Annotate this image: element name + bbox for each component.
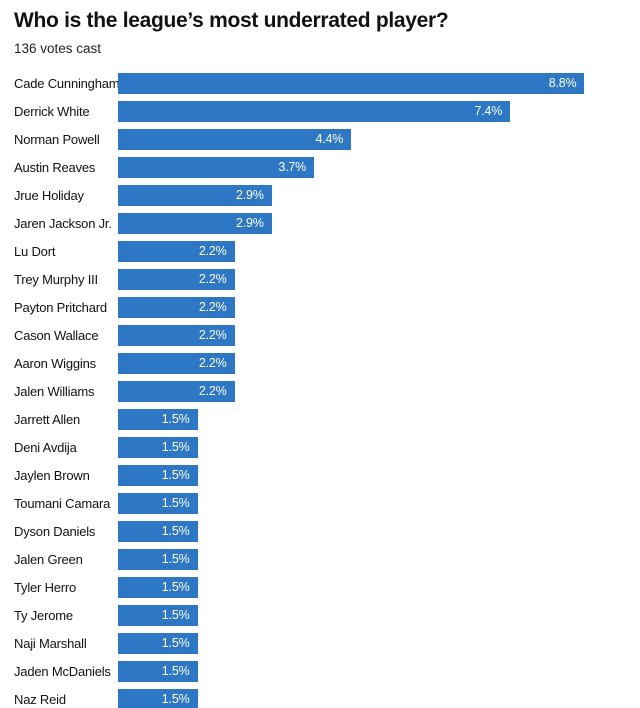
player-name-label: Tyler Herro xyxy=(14,579,77,595)
bar-value-label: 2.2% xyxy=(198,356,227,371)
bar: 1.5% xyxy=(118,436,198,458)
bar-value-label: 1.5% xyxy=(161,440,190,455)
chart-row: Jrue Holiday 2.9% xyxy=(0,181,640,209)
chart-title: Who is the league’s most underrated play… xyxy=(14,9,449,32)
bar-value-label: 8.8% xyxy=(548,76,577,91)
player-name-label: Trey Murphy III xyxy=(14,271,98,287)
bar-value-label: 2.9% xyxy=(235,188,264,203)
chart-header: Who is the league’s most underrated play… xyxy=(0,0,640,56)
player-name-label: Toumani Camara xyxy=(14,495,111,511)
player-name-label: Payton Pritchard xyxy=(14,299,107,315)
player-name-label: Derrick White xyxy=(14,103,90,119)
bar: 1.5% xyxy=(118,688,198,708)
bar: 2.9% xyxy=(118,212,272,234)
chart-row: Tyler Herro 1.5% xyxy=(0,573,640,601)
bar-value-label: 1.5% xyxy=(161,636,190,651)
bar: 4.4% xyxy=(118,128,352,150)
bar: 1.5% xyxy=(118,632,198,654)
bar: 8.8% xyxy=(118,72,585,94)
chart-row: Cade Cunningham 8.8% xyxy=(0,69,640,97)
chart-row: Naz Reid 1.5% xyxy=(0,685,640,708)
player-name-label: Lu Dort xyxy=(14,243,56,259)
chart-row: Derrick White 7.4% xyxy=(0,97,640,125)
bar-value-label: 1.5% xyxy=(161,412,190,427)
player-name-label: Jaylen Brown xyxy=(14,467,90,483)
chart-row: Toumani Camara 1.5% xyxy=(0,489,640,517)
bar-chart: Cade Cunningham 8.8% Derrick White 7.4% Norm… xyxy=(0,69,640,708)
player-name-label: Jalen Green xyxy=(14,551,83,567)
player-name-label: Naji Marshall xyxy=(14,635,87,651)
player-name-label: Norman Powell xyxy=(14,131,100,147)
bar-value-label: 1.5% xyxy=(161,524,190,539)
player-name-label: Jrue Holiday xyxy=(14,187,84,203)
chart-row: Jarrett Allen 1.5% xyxy=(0,405,640,433)
bar-value-label: 2.2% xyxy=(198,300,227,315)
bar-value-label: 3.7% xyxy=(278,160,307,175)
player-name-label: Jaren Jackson Jr. xyxy=(14,215,112,231)
chart-row: Norman Powell 4.4% xyxy=(0,125,640,153)
bar-value-label: 1.5% xyxy=(161,664,190,679)
bar: 1.5% xyxy=(118,548,198,570)
bar-value-label: 1.5% xyxy=(161,692,190,707)
chart-row: Trey Murphy III 2.2% xyxy=(0,265,640,293)
player-name-label: Jarrett Allen xyxy=(14,411,81,427)
bar: 1.5% xyxy=(118,492,198,514)
bar: 1.5% xyxy=(118,660,198,682)
chart-row: Jalen Williams 2.2% xyxy=(0,377,640,405)
chart-row: Jaylen Brown 1.5% xyxy=(0,461,640,489)
bar-value-label: 2.2% xyxy=(198,244,227,259)
bar: 2.2% xyxy=(118,268,235,290)
bar: 1.5% xyxy=(118,520,198,542)
chart-row: Aaron Wiggins 2.2% xyxy=(0,349,640,377)
bar: 2.2% xyxy=(118,352,235,374)
bar: 1.5% xyxy=(118,576,198,598)
bar: 1.5% xyxy=(118,604,198,626)
player-name-label: Dyson Daniels xyxy=(14,523,96,539)
chart-row: Dyson Daniels 1.5% xyxy=(0,517,640,545)
player-name-label: Deni Avdija xyxy=(14,439,77,455)
chart-row: Ty Jerome 1.5% xyxy=(0,601,640,629)
player-name-label: Cason Wallace xyxy=(14,327,99,343)
bar-value-label: 1.5% xyxy=(161,496,190,511)
chart-row: Austin Reaves 3.7% xyxy=(0,153,640,181)
bar: 2.9% xyxy=(118,184,272,206)
bar-value-label: 1.5% xyxy=(161,552,190,567)
player-name-label: Naz Reid xyxy=(14,691,66,707)
player-name-label: Austin Reaves xyxy=(14,159,96,175)
chart-row: Lu Dort 2.2% xyxy=(0,237,640,265)
bar: 1.5% xyxy=(118,408,198,430)
chart-row: Deni Avdija 1.5% xyxy=(0,433,640,461)
chart-row: Naji Marshall 1.5% xyxy=(0,629,640,657)
player-name-label: Jalen Williams xyxy=(14,383,95,399)
chart-row: Jaden McDaniels 1.5% xyxy=(0,657,640,685)
chart-row: Cason Wallace 2.2% xyxy=(0,321,640,349)
chart-row: Payton Pritchard 2.2% xyxy=(0,293,640,321)
bar-value-label: 1.5% xyxy=(161,608,190,623)
bar-value-label: 7.4% xyxy=(474,104,503,119)
bar-value-label: 2.2% xyxy=(198,272,227,287)
bar-value-label: 2.2% xyxy=(198,384,227,399)
bar-value-label: 2.9% xyxy=(235,216,264,231)
chart-row: Jaren Jackson Jr. 2.9% xyxy=(0,209,640,237)
bar: 2.2% xyxy=(118,296,235,318)
bar-value-label: 1.5% xyxy=(161,468,190,483)
bar-value-label: 1.5% xyxy=(161,580,190,595)
player-name-label: Cade Cunningham xyxy=(14,75,118,91)
bar-value-label: 2.2% xyxy=(198,328,227,343)
bar: 3.7% xyxy=(118,156,315,178)
player-name-label: Jaden McDaniels xyxy=(14,663,111,679)
chart-row: Jalen Green 1.5% xyxy=(0,545,640,573)
bar: 2.2% xyxy=(118,240,235,262)
bar: 2.2% xyxy=(118,380,235,402)
bar: 2.2% xyxy=(118,324,235,346)
player-name-label: Aaron Wiggins xyxy=(14,355,96,371)
votes-cast-subtitle: 136 votes cast xyxy=(14,41,102,57)
bar: 1.5% xyxy=(118,464,198,486)
bar: 7.4% xyxy=(118,100,511,122)
player-name-label: Ty Jerome xyxy=(14,607,73,623)
bar-value-label: 4.4% xyxy=(315,132,344,147)
